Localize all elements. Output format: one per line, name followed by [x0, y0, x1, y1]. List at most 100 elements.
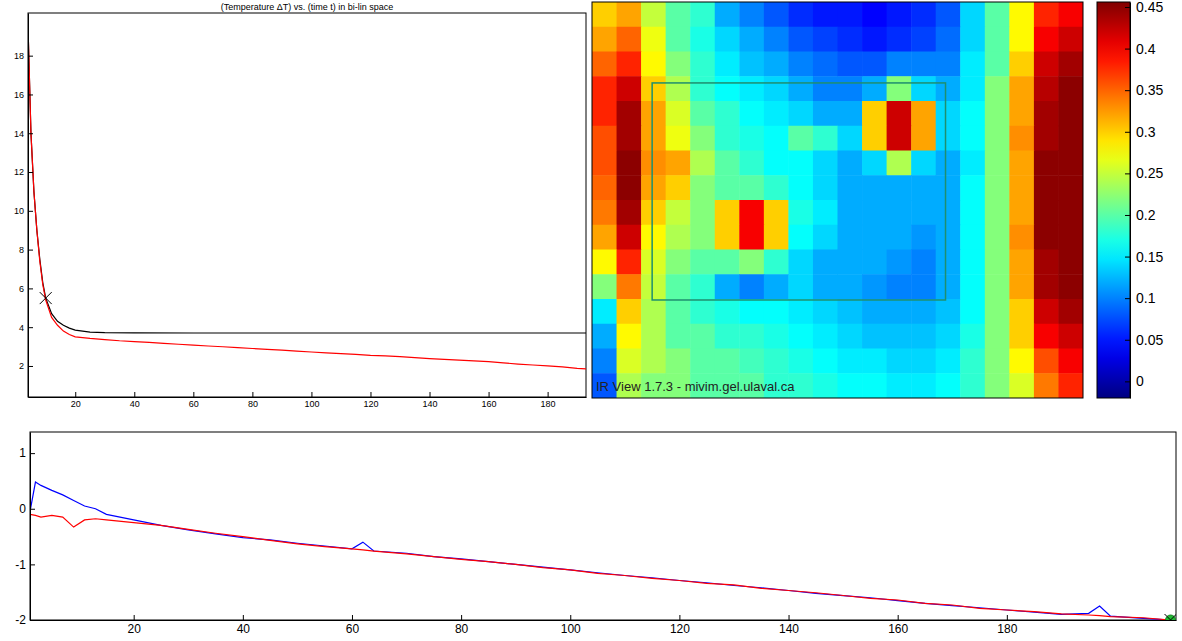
heat-cell: [985, 200, 1010, 225]
heat-cell: [1034, 27, 1059, 52]
heat-cell: [690, 27, 715, 52]
heat-cell: [666, 200, 691, 225]
heat-cell: [617, 274, 642, 299]
heat-cell: [592, 274, 617, 299]
heat-cell: [666, 349, 691, 374]
tick-label: 0: [1136, 373, 1144, 389]
chart-title: (Temperature ΔT) vs. (time t) in bi-lin …: [221, 2, 394, 12]
tick: 0.35: [1125, 82, 1163, 98]
tick-label: 2: [19, 361, 24, 371]
heat-cell: [715, 101, 740, 126]
heat-cell: [887, 373, 912, 398]
axis: -2-101: [15, 433, 35, 628]
heat-cell: [690, 101, 715, 126]
heat-cell: [641, 76, 666, 101]
tick-label: 100: [304, 399, 319, 409]
heat-cell: [690, 250, 715, 275]
heat-cell: [960, 76, 985, 101]
heat-cell: [764, 250, 789, 275]
heat-cell: [666, 101, 691, 126]
heat-cell: [813, 52, 838, 77]
tick: 18: [14, 51, 33, 61]
heat-cell: [960, 175, 985, 200]
heat-cell: [1058, 151, 1083, 176]
tick-label: 60: [189, 399, 199, 409]
heat-cell: [690, 324, 715, 349]
heat-cell: [936, 2, 961, 27]
heat-cell: [887, 200, 912, 225]
tick-mark: [30, 564, 35, 565]
heat-cell: [592, 2, 617, 27]
tick-label: 0.1: [1136, 290, 1156, 306]
heat-cell: [764, 101, 789, 126]
heat-cell: [666, 299, 691, 324]
heat-cell: [960, 324, 985, 349]
heat-cell: [641, 2, 666, 27]
heat-cell: [1058, 175, 1083, 200]
tick: 0.2: [1125, 207, 1156, 223]
heat-cell: [788, 225, 813, 250]
heat-cell: [985, 52, 1010, 77]
heat-cell: [764, 126, 789, 151]
heat-cell: [739, 76, 764, 101]
heat-cell: [985, 299, 1010, 324]
heat-cell: [1009, 299, 1034, 324]
tick-mark: [193, 392, 194, 397]
heat-cell: [739, 250, 764, 275]
heat-cell: [617, 299, 642, 324]
heat-cell: [690, 76, 715, 101]
heat-cell: [764, 52, 789, 77]
heat-cell: [690, 2, 715, 27]
heat-cell: [592, 175, 617, 200]
heat-cell: [936, 151, 961, 176]
heat-cell: [838, 27, 863, 52]
heat-cell: [862, 250, 887, 275]
tick: 100: [304, 392, 319, 409]
heat-cell: [1034, 274, 1059, 299]
tick: 160: [482, 392, 497, 409]
heat-cell: [960, 373, 985, 398]
heat-cell: [985, 27, 1010, 52]
heat-cell: [862, 175, 887, 200]
image-frame: [592, 2, 1083, 398]
heat-cell: [838, 126, 863, 151]
annotation: IR View 1.7.3 - mivim.gel.ulaval.ca: [596, 379, 795, 394]
heat-cell: [1034, 175, 1059, 200]
heat-cell: [617, 324, 642, 349]
heat-cell: [960, 349, 985, 374]
heat-cell: [813, 151, 838, 176]
heat-cell: [911, 225, 936, 250]
heat-cell: [739, 27, 764, 52]
heat-cell: [960, 52, 985, 77]
heat-cell: [1058, 27, 1083, 52]
heat-cell: [690, 151, 715, 176]
heat-cell: [960, 274, 985, 299]
line-panel: 2040608010012014016018024681012141618(Te…: [14, 2, 587, 409]
series-line: [30, 482, 1171, 620]
heat-cell: [666, 126, 691, 151]
heat-cell: [764, 324, 789, 349]
heat-cell: [715, 250, 740, 275]
tick-label: 80: [455, 622, 469, 636]
heat-cell: [641, 126, 666, 151]
tick-mark: [370, 392, 371, 397]
heat-cell: [788, 101, 813, 126]
heat-cell: [641, 349, 666, 374]
axis-line: [28, 14, 29, 398]
heat-cell: [1034, 373, 1059, 398]
marker-x: [1165, 614, 1176, 620]
heat-cell: [838, 101, 863, 126]
tick: 1: [19, 446, 35, 460]
axis: 20406080100120140160180: [29, 392, 587, 409]
plot-area: [592, 2, 1083, 398]
heat-cell: [813, 76, 838, 101]
heat-cell: [862, 200, 887, 225]
heat-cell: [838, 299, 863, 324]
heat-cell: [1009, 52, 1034, 77]
heat-cell: [887, 27, 912, 52]
heat-cell: [813, 101, 838, 126]
heat-cell: [1034, 101, 1059, 126]
colorbar-ramp: [1097, 2, 1130, 398]
heat-cell: [715, 274, 740, 299]
heat-cell: [1009, 373, 1034, 398]
